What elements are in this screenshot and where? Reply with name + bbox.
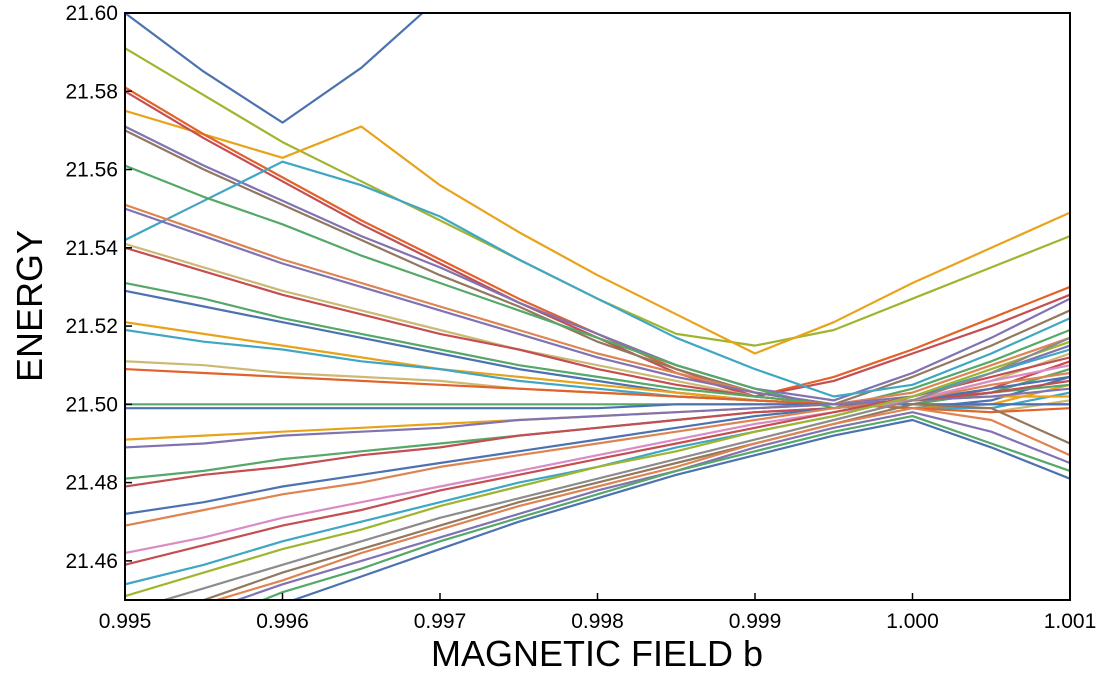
series-line-8 <box>125 160 1070 398</box>
series-line-32 <box>160 336 1070 600</box>
series-line-9 <box>125 164 1070 410</box>
series-line-1 <box>125 13 425 124</box>
tick-layer: 0.995 0.996 0.997 0.998 0.999 1.000 1.001 21.46… <box>65 2 1096 633</box>
y-tick-label: 21.52 <box>65 315 118 338</box>
series-line-6 <box>125 125 1070 402</box>
series-line-31 <box>125 340 1070 598</box>
series-line-36 <box>259 415 1070 600</box>
series-line-11 <box>125 207 1070 406</box>
series-line-37 <box>290 418 1070 600</box>
y-tick-label: 21.56 <box>65 159 118 182</box>
y-tick-label: 21.58 <box>65 80 118 103</box>
x-tick-label: 0.997 <box>414 610 467 633</box>
plot-frame <box>124 12 1071 601</box>
series-line-5 <box>125 90 1070 398</box>
y-tick-label: 21.60 <box>65 2 118 25</box>
series-line-34 <box>213 407 1070 600</box>
y-axis-title: ENERGY <box>9 230 50 382</box>
series-line-7 <box>125 129 1070 406</box>
series-line-33 <box>199 403 1070 600</box>
x-tick-label: 0.999 <box>729 610 782 633</box>
x-tick-label: 0.996 <box>256 610 309 633</box>
x-tick-label: 0.998 <box>571 610 624 633</box>
y-tick-label: 21.54 <box>65 237 118 260</box>
y-tick-label: 21.46 <box>65 550 118 573</box>
series-line-3 <box>125 109 1070 355</box>
series-layer <box>125 13 1070 600</box>
series-line-10 <box>125 203 1070 406</box>
y-tick-label: 21.50 <box>65 393 118 416</box>
y-tick-label: 21.48 <box>65 472 118 495</box>
x-tick-label: 0.995 <box>99 610 152 633</box>
x-tick-label: 1.000 <box>886 610 939 633</box>
x-axis-title: MAGNETIC FIELD b <box>431 633 763 674</box>
series-line-35 <box>234 411 1070 600</box>
x-tick-label: 1.001 <box>1044 610 1097 633</box>
